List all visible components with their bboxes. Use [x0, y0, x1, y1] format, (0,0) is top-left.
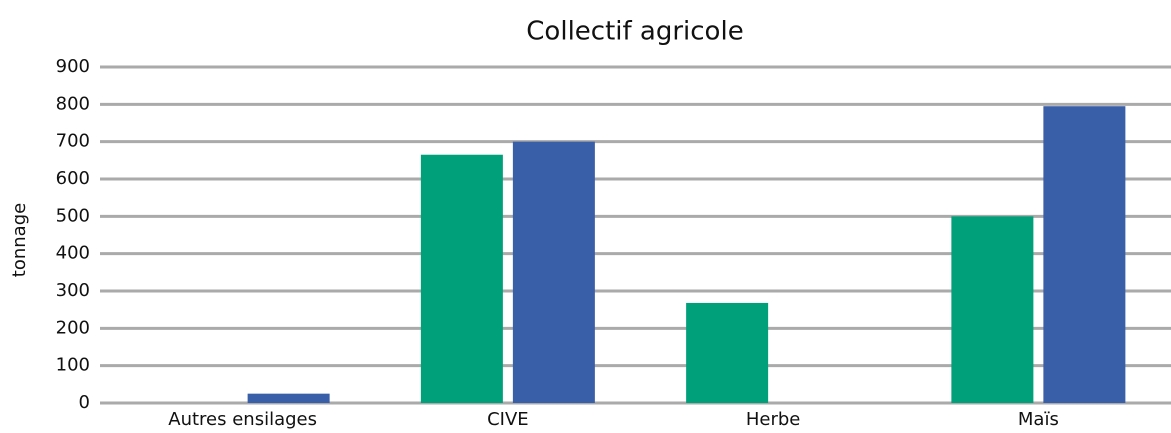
x-tick-label: Autres ensilages	[168, 409, 317, 430]
bar	[951, 216, 1034, 403]
y-tick-label: 700	[56, 131, 90, 152]
chart-title: Collectif agricole	[526, 17, 743, 47]
y-tick-label: 100	[56, 355, 90, 376]
y-tick-label: 900	[56, 56, 90, 77]
bar	[686, 302, 769, 403]
bar	[247, 393, 330, 403]
y-tick-label: 0	[79, 392, 90, 413]
y-axis-label: tonnage	[9, 203, 30, 277]
y-tick-label: 800	[56, 93, 90, 114]
y-tick-label: 600	[56, 168, 90, 189]
y-tick-label: 400	[56, 243, 90, 264]
y-tick-label: 500	[56, 205, 90, 226]
x-tick-label: CIVE	[487, 409, 529, 430]
bar	[420, 154, 503, 403]
x-tick-label: Herbe	[746, 409, 801, 430]
bar	[512, 141, 595, 403]
y-tick-label: 300	[56, 280, 90, 301]
bar	[1043, 106, 1126, 403]
x-tick-label: Maïs	[1018, 409, 1059, 430]
y-tick-label: 200	[56, 317, 90, 338]
